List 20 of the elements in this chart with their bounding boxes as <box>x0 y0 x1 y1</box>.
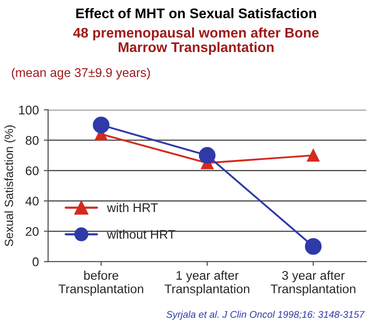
x-tick-label: before Transplantation <box>58 270 144 296</box>
y-tick-label: 20 <box>26 227 39 236</box>
y-axis-title: Sexual Satisfaction (%) <box>4 125 16 246</box>
legend-label: without HRT <box>106 230 176 239</box>
text: Syrjala et al. J Clin Oncol 1998;16: 3148-3157 <box>166 310 365 320</box>
text: (mean age 37±9.9 years) <box>12 68 150 80</box>
y-tick-label: 0 <box>32 257 39 266</box>
y-tick-label: 80 <box>26 136 39 145</box>
y-tick-label: 40 <box>25 196 39 206</box>
point <box>198 147 216 164</box>
y-tick-label: 60 <box>26 166 39 176</box>
y-tick-label: 100 <box>19 106 39 114</box>
point <box>307 149 320 162</box>
point <box>304 238 322 255</box>
legend-label: with HRT <box>106 202 158 212</box>
point <box>92 116 110 134</box>
x-tick-label: 3 year after Transplantation <box>270 270 356 296</box>
chart-title: Effect of MHT on Sexual Satisfaction <box>76 8 316 18</box>
x-tick-label: 1 year after Transplantation <box>164 270 250 296</box>
chart-subtitle: 48 premenopausal women after Bone Marrow Transplantation <box>73 27 319 55</box>
